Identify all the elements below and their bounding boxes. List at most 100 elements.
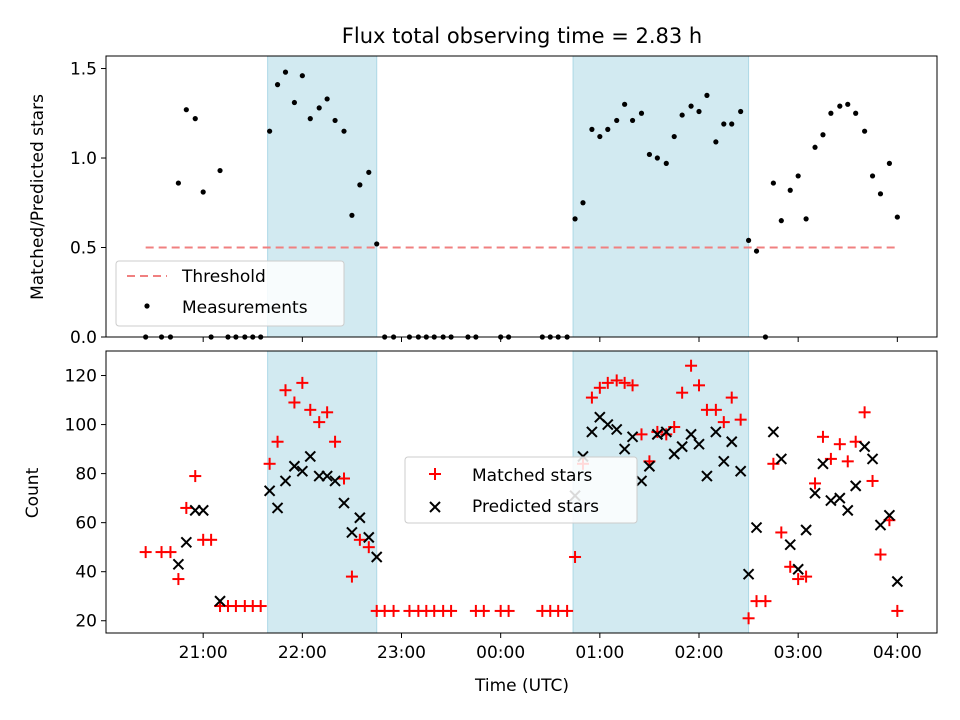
predicted-star-point <box>874 519 887 531</box>
matched-star-point <box>792 573 805 586</box>
matched-star-point <box>271 435 284 448</box>
matched-star-point <box>337 472 350 485</box>
ratio-x-ticks <box>202 337 898 342</box>
y-tick-label: 80 <box>75 465 97 485</box>
ratio-y-axis: 0.0 0.5 1.0 1.5 <box>70 60 106 348</box>
measurement-point <box>274 82 281 88</box>
predicted-star-point <box>767 426 780 438</box>
measurement-point <box>745 237 752 243</box>
measurement-point <box>812 144 818 150</box>
predicted-star-point <box>618 443 631 455</box>
measurement-point <box>282 69 289 75</box>
predicted-star-point <box>710 426 722 438</box>
ratio-panel: 0.0 0.5 1.0 1.5 Matched/Predicted stars Thr… <box>28 55 938 348</box>
y-tick-label: 40 <box>75 563 97 583</box>
measurement-point <box>307 116 313 122</box>
matched-star-point <box>353 533 366 546</box>
matched-star-point <box>833 438 846 451</box>
measurement-point <box>869 173 876 179</box>
matched-star-point <box>891 604 904 617</box>
matched-star-point <box>164 546 177 559</box>
matched-star-point <box>858 406 871 419</box>
count-x-axis: 21:00 22:00 23:00 00:00 01:00 02:00 03:00 04:00 <box>179 633 922 663</box>
matched-star-point <box>502 604 515 617</box>
matched-star-point <box>775 526 788 539</box>
predicted-legend-label: Predicted stars <box>472 497 599 517</box>
count-legend: Matched stars Predicted stars <box>404 456 638 524</box>
matched-star-point <box>362 541 375 554</box>
matched-star-point <box>841 455 854 468</box>
predicted-star-point <box>800 524 812 536</box>
matched-star-point <box>784 560 797 573</box>
matched-star-point <box>139 546 152 559</box>
matched-star-point <box>725 391 738 404</box>
matched-star-point <box>651 425 664 438</box>
predicted-star-point <box>825 494 837 507</box>
x-tick-label: 22:00 <box>278 643 327 663</box>
predicted-star-point <box>660 426 672 438</box>
predicted-star-point <box>296 465 309 477</box>
predicted-star-point <box>718 455 730 468</box>
measurement-point <box>654 155 660 161</box>
matched-star-point <box>693 379 706 392</box>
measurement-point <box>192 116 198 122</box>
matched-star-point <box>816 430 829 443</box>
measurement-point <box>580 200 586 206</box>
measurement-point <box>671 133 677 140</box>
matched-star-point <box>660 428 673 441</box>
matched-star-point <box>329 435 342 448</box>
measurement-point <box>638 110 645 116</box>
predicted-star-point <box>602 418 614 431</box>
x-tick-label: 21:00 <box>179 643 228 663</box>
predicted-star-point <box>363 531 375 544</box>
matched-star-point <box>601 376 614 389</box>
measurement-point <box>853 110 859 116</box>
measurement-point <box>778 218 784 224</box>
predicted-star-point <box>750 521 763 534</box>
observing-window-shade-2 <box>572 55 750 338</box>
measurement-point <box>357 182 363 188</box>
measurement-point <box>877 191 884 197</box>
predicted-star-point <box>288 460 301 472</box>
measurement-point <box>597 133 603 140</box>
measurement-point <box>605 126 611 132</box>
matched-star-point <box>445 604 458 617</box>
y-tick-label: 1.0 <box>70 149 97 169</box>
matched-star-point <box>809 477 822 490</box>
matched-star-point <box>569 550 582 563</box>
predicted-star-point <box>849 480 862 492</box>
matched-star-point <box>742 612 755 625</box>
matched-star-point <box>593 381 606 394</box>
measurement-point <box>374 241 380 247</box>
matched-star-point <box>263 457 276 470</box>
measurement-point <box>217 167 223 174</box>
matched-star-point <box>288 396 301 409</box>
measurement-point <box>894 214 900 220</box>
count-legend-box <box>404 456 638 524</box>
predicted-legend-swatch <box>429 501 441 513</box>
measurement-point <box>820 132 826 138</box>
matched-star-point <box>387 604 400 617</box>
measurements-legend-label: Measurements <box>182 298 308 318</box>
predicted-star-point <box>643 460 656 472</box>
predicted-star-point <box>883 509 896 522</box>
matched-star-point <box>610 374 623 387</box>
measurement-point <box>332 117 338 124</box>
measurement-point <box>845 101 851 107</box>
matched-star-point <box>759 595 772 608</box>
measurement-point <box>721 121 727 127</box>
observing-window-shade-1 <box>267 350 378 634</box>
measurement-point <box>291 99 298 106</box>
x-tick-label: 03:00 <box>774 643 823 663</box>
measurement-point <box>679 112 685 118</box>
predicted-star-point <box>742 568 755 580</box>
predicted-star-point <box>842 504 854 517</box>
predicted-star-point <box>197 504 209 517</box>
measurement-point <box>787 187 793 193</box>
predicted-star-point <box>338 497 350 509</box>
measurement-point <box>713 139 719 145</box>
predicted-star-point <box>784 539 796 551</box>
matched-star-point <box>626 379 639 392</box>
predicted-star-point <box>172 558 185 571</box>
